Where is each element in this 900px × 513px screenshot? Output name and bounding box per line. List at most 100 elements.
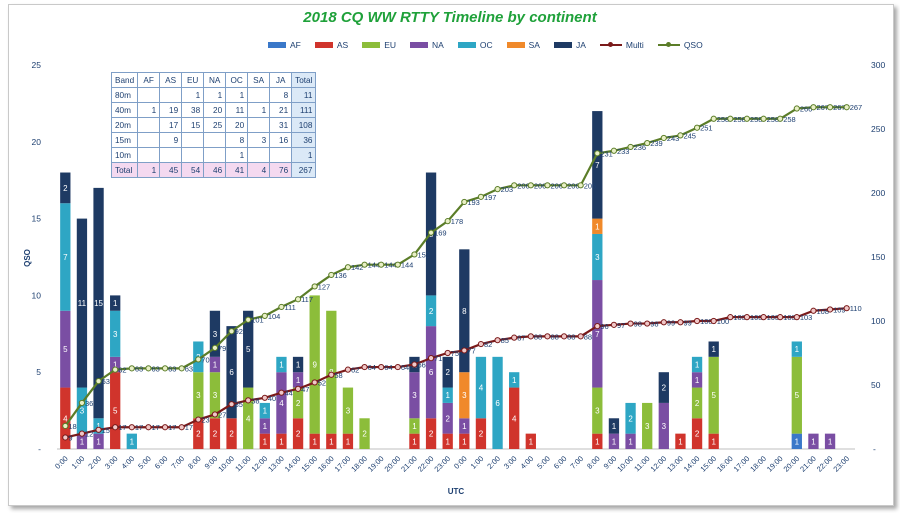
bar-na <box>442 402 453 434</box>
bar-as <box>708 433 719 449</box>
point-qso <box>311 283 318 290</box>
bar-label: 1 <box>462 422 467 431</box>
bar-label: 11 <box>78 299 87 308</box>
point-label-multi: 64 <box>368 363 376 372</box>
point-label-qso: 144 <box>368 261 381 270</box>
point-label-qso: 239 <box>650 139 663 148</box>
point-multi <box>62 434 69 441</box>
table-header-cell: OC <box>225 72 249 88</box>
bar-label: 2 <box>213 430 218 439</box>
point-label-multi: 88 <box>567 332 575 341</box>
bar-eu <box>193 372 204 419</box>
bar-label: 3 <box>462 391 467 400</box>
point-multi <box>211 411 219 418</box>
point-label-qso: 206 <box>534 181 547 190</box>
table-cell: 54 <box>181 162 205 178</box>
point-multi <box>344 366 352 373</box>
point-multi <box>544 333 551 340</box>
table-cell <box>137 132 161 148</box>
point-multi <box>311 379 318 386</box>
bar-label: 9 <box>312 361 317 370</box>
table-cell <box>181 132 205 148</box>
point-label-multi: 85 <box>501 336 509 345</box>
point-label-multi: 17 <box>151 423 159 432</box>
y2-tick-label: - <box>873 444 876 454</box>
point-qso <box>394 261 401 268</box>
point-label-qso: 206 <box>567 181 580 190</box>
bar-label: 1 <box>346 437 351 446</box>
table-row: Total 1 45 54 46 41 4 76 267 <box>110 162 317 178</box>
y-tick-label: 5 <box>36 367 41 377</box>
legend-item-af: AF <box>268 40 301 50</box>
point-label-qso: 197 <box>484 193 497 202</box>
point-qso <box>627 143 634 151</box>
x-tick-label: 6:00 <box>552 454 569 471</box>
point-qso <box>328 271 335 279</box>
bar-label: 3 <box>595 407 600 416</box>
x-tick-label: 12:00 <box>250 454 270 474</box>
table-cell: 1 <box>203 87 227 103</box>
bar-oc <box>110 310 121 357</box>
x-tick-label: 21:00 <box>399 454 419 474</box>
x-tick-label: 14:00 <box>283 454 303 474</box>
bar-oc <box>691 356 703 373</box>
point-label-qso: 142 <box>351 263 364 272</box>
x-tick-label: 8:00 <box>186 454 203 471</box>
y-tick-label: 25 <box>32 60 42 70</box>
bar-na <box>209 356 221 373</box>
point-multi <box>444 349 451 357</box>
point-label-multi: 82 <box>484 340 492 349</box>
point-label-multi: 17 <box>168 423 176 432</box>
point-multi <box>494 337 501 344</box>
point-label-multi: 64 <box>384 363 392 372</box>
bar-ja <box>459 249 470 373</box>
x-tick-label: 3:00 <box>103 454 120 471</box>
point-qso <box>128 365 135 372</box>
table-cell: 20 <box>225 117 249 133</box>
point-label-multi: 98 <box>650 320 658 329</box>
bar-na <box>276 372 287 434</box>
table-cell: 38 <box>181 102 205 118</box>
bar-label: 3 <box>595 253 600 262</box>
point-qso <box>777 115 784 122</box>
point-label-qso: 62 <box>118 366 126 375</box>
point-multi <box>78 430 86 437</box>
bar-as <box>193 418 204 449</box>
point-qso <box>378 261 385 268</box>
bar-label: 3 <box>113 330 118 339</box>
x-tick-label: 16:00 <box>316 454 336 474</box>
bar-na <box>808 433 819 449</box>
bar-label: 4 <box>479 384 484 393</box>
x-tick-label: 6:00 <box>153 454 170 471</box>
table-cell: 40m <box>110 102 139 118</box>
bar-label: 1 <box>263 437 268 446</box>
bar-na <box>592 280 603 388</box>
legend-swatch <box>410 42 429 48</box>
bar-as <box>592 433 603 449</box>
point-qso <box>743 115 751 122</box>
x-tick-label: 12:00 <box>649 454 669 474</box>
table-cell: 10m <box>110 147 139 163</box>
point-label-multi: 103 <box>733 313 746 322</box>
point-label-qso: 258 <box>767 115 780 124</box>
bar-label: 1 <box>312 437 317 446</box>
table-cell: 1 <box>137 162 161 178</box>
bar-eu <box>691 387 703 419</box>
bar-label: 1 <box>412 437 417 446</box>
point-multi <box>843 305 850 312</box>
table-cell: 19 <box>159 102 183 118</box>
table-cell <box>247 117 271 133</box>
point-qso <box>145 365 152 372</box>
x-tick-label: 0:00 <box>452 454 469 471</box>
point-label-qso: 117 <box>301 295 313 304</box>
bar-oc <box>60 203 71 311</box>
bar-oc <box>509 372 520 388</box>
point-qso <box>511 182 518 189</box>
bar-label: 2 <box>196 430 201 439</box>
legend-swatch <box>553 42 572 48</box>
point-label-multi: 99 <box>667 318 675 327</box>
bar-na <box>459 418 470 434</box>
point-multi <box>178 424 185 431</box>
bar-as <box>110 372 121 449</box>
